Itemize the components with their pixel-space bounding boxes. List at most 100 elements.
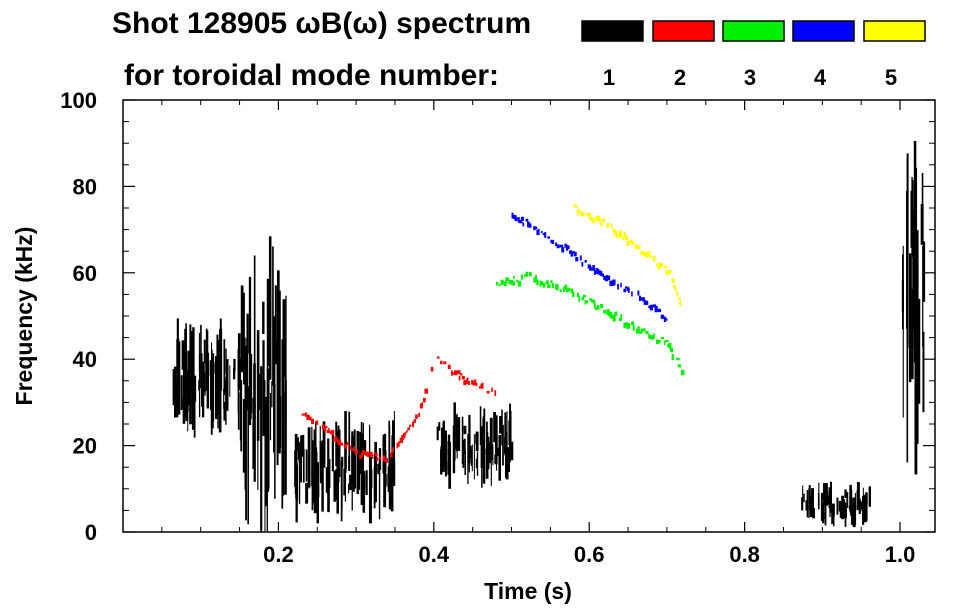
mode-1-mark	[922, 331, 925, 413]
mode-3-mark	[565, 288, 569, 293]
mode-1-mark	[448, 442, 452, 489]
mode-1-mark	[298, 442, 302, 463]
mode-5-mark	[635, 244, 639, 250]
mode-2-mark	[339, 439, 342, 445]
mode-1-mark	[223, 379, 227, 393]
mode-1-mark	[333, 470, 336, 502]
mode-4-mark	[551, 240, 555, 244]
mode-1-mark	[805, 500, 807, 511]
mode-1-mark	[901, 279, 904, 313]
mode-2-mark	[424, 388, 428, 394]
mode-5-mark	[657, 263, 661, 270]
mode-5-mark	[576, 209, 579, 216]
mode-1-mark	[294, 433, 298, 495]
mode-1-mark	[862, 487, 864, 505]
mode-2-mark	[399, 437, 404, 443]
y-tick-label: 60	[73, 261, 97, 286]
mode-1-mark	[181, 340, 185, 370]
mode-1-mark	[247, 386, 249, 525]
mode-3-mark	[676, 357, 680, 361]
mode-5-mark	[663, 265, 668, 269]
mode-1-mark	[481, 440, 483, 488]
mode-3-mark	[562, 286, 565, 292]
mode-3-mark	[649, 335, 653, 340]
mode-5-mark	[679, 300, 682, 306]
mode-1-mark	[340, 460, 343, 522]
mode-4-mark	[652, 304, 656, 308]
mode-1-mark	[830, 481, 832, 505]
mode-1-mark	[906, 272, 909, 463]
mode-4-mark	[514, 217, 518, 222]
mode-1-mark	[922, 246, 924, 348]
mode-3-mark	[656, 339, 660, 344]
mode-1-mark	[826, 490, 829, 500]
mode-3-mark	[631, 321, 634, 326]
mode-1-mark	[262, 340, 265, 437]
mode-3-mark	[660, 337, 665, 340]
mode-4-mark	[626, 287, 629, 292]
mode-2-mark	[346, 442, 349, 446]
mode-4-mark	[665, 318, 668, 321]
mode-1-mark	[300, 435, 303, 483]
mode-5-mark	[601, 218, 606, 223]
mode-1-mark	[452, 425, 456, 474]
mode-1-mark	[830, 481, 833, 509]
mode-1-mark	[349, 474, 352, 491]
mode-3-mark	[505, 277, 508, 284]
mode-3-mark	[652, 333, 655, 340]
mode-1-mark	[248, 276, 252, 426]
mode-4-mark	[533, 226, 536, 231]
mode-2-mark	[419, 403, 423, 409]
mode-1-mark	[180, 375, 183, 411]
mode-1-mark	[464, 450, 466, 476]
mode-3-mark	[637, 326, 640, 332]
mode-2-mark	[396, 442, 399, 449]
mode-1-mark	[832, 505, 835, 520]
mode-2-mark	[334, 436, 338, 440]
mode-4-mark	[570, 251, 574, 257]
mode-1-mark	[390, 465, 394, 512]
mode-1-mark	[390, 453, 394, 467]
mode-1-mark	[502, 424, 504, 466]
mode-1-mark	[846, 492, 849, 508]
mode-5-mark	[659, 262, 662, 268]
mode-3-mark	[545, 280, 549, 285]
mode-1-mark	[348, 411, 351, 471]
mode-1-mark	[239, 358, 242, 441]
mode-1-mark	[186, 370, 189, 412]
mode-3-mark	[539, 280, 542, 287]
x-tick-label: 0.8	[729, 542, 760, 567]
mode-4-mark	[617, 283, 619, 290]
mode-1-mark	[377, 463, 380, 475]
mode-2-mark	[304, 412, 308, 417]
mode-1-mark	[378, 458, 381, 520]
mode-3-mark	[499, 283, 501, 287]
mode-1-mark	[246, 313, 249, 354]
mode-1-mark	[362, 474, 366, 488]
mode-3-mark	[646, 330, 649, 335]
mode-1-mark	[274, 383, 276, 499]
mode-3-mark	[495, 281, 499, 286]
mode-2-mark	[385, 457, 389, 463]
mode-4-mark	[592, 265, 595, 271]
mode-2-mark	[480, 383, 484, 389]
mode-1-mark	[240, 285, 244, 373]
mode-2-mark	[443, 361, 447, 365]
mode-2-mark	[368, 451, 372, 455]
mode-1-mark	[260, 367, 263, 532]
mode-1-mark	[822, 512, 825, 520]
mode-1-mark	[321, 440, 324, 456]
mode-1-mark	[361, 482, 363, 503]
mode-5-mark	[632, 241, 635, 246]
mode-2-mark	[359, 454, 363, 459]
mode-1-mark	[444, 430, 447, 477]
mode-2-mark	[421, 402, 423, 407]
mode-5-mark	[677, 297, 681, 300]
mode-3-mark	[628, 323, 631, 328]
mode-1-mark	[368, 424, 371, 478]
mode-1-mark	[203, 372, 206, 392]
mode-1-mark	[482, 418, 484, 434]
mode-1-mark	[216, 334, 219, 372]
mode-4-mark	[556, 244, 560, 249]
x-tick-label: 0.2	[263, 542, 294, 567]
